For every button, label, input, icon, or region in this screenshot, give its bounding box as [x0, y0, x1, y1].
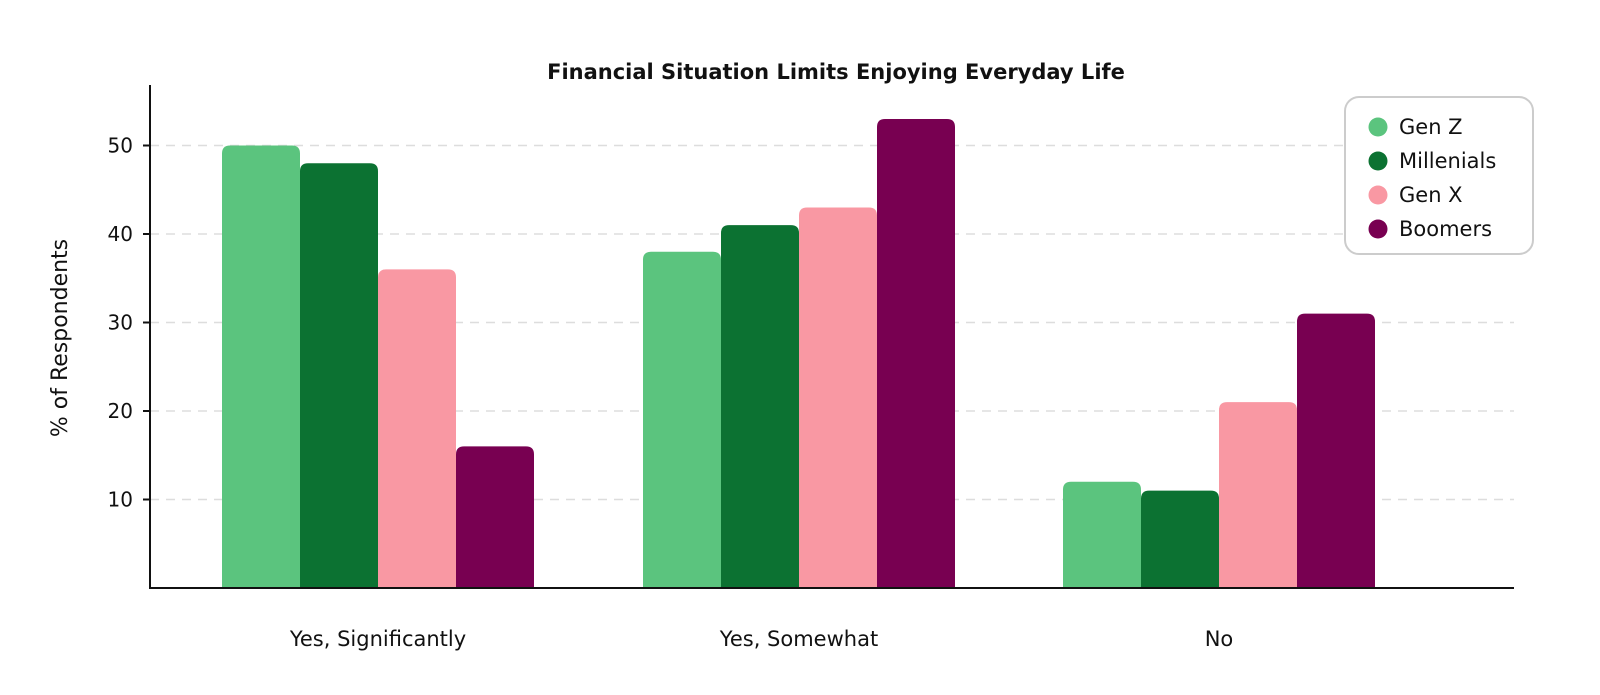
bar-gen-z-1	[643, 251, 721, 588]
bar-boomers-0	[456, 446, 534, 588]
bar-gen-x-2	[1219, 402, 1297, 588]
x-category-labels: Yes, Significantly Yes, Somewhat No	[289, 627, 1233, 651]
bar-boomers-2	[1297, 313, 1375, 588]
y-tick-labels: 10 20 30 40 50	[108, 134, 150, 512]
y-tick-label: 30	[108, 311, 133, 335]
legend-label: Gen X	[1399, 183, 1463, 207]
bar-gen-z-0	[222, 145, 300, 588]
bar-gen-z-2	[1063, 481, 1141, 588]
legend-marker-gen-z	[1368, 117, 1388, 137]
y-tick-label: 20	[108, 399, 133, 423]
bar-gen-x-1	[799, 207, 877, 588]
y-axis-title: % of Respondents	[48, 239, 73, 437]
x-category-label: No	[1205, 627, 1234, 651]
bar-gen-x-0	[378, 269, 456, 588]
y-tick-label: 10	[108, 488, 133, 512]
bars	[222, 118, 1375, 588]
x-category-label: Yes, Somewhat	[719, 627, 878, 651]
legend-label: Millenials	[1399, 149, 1496, 173]
bar-millenials-0	[300, 163, 378, 588]
legend: Gen Z Millenials Gen X Boomers	[1344, 96, 1534, 255]
legend-label: Gen Z	[1399, 115, 1463, 139]
x-category-label: Yes, Significantly	[289, 627, 466, 651]
y-tick-label: 50	[108, 134, 133, 158]
legend-label: Boomers	[1399, 217, 1492, 241]
legend-box	[1344, 96, 1534, 255]
chart-title: Financial Situation Limits Enjoying Ever…	[547, 60, 1125, 84]
axes	[149, 85, 1514, 589]
bar-millenials-2	[1141, 490, 1219, 588]
y-tick-label: 40	[108, 222, 133, 246]
bar-millenials-1	[721, 225, 799, 588]
legend-marker-gen-x	[1368, 185, 1388, 205]
legend-marker-boomers	[1368, 219, 1388, 239]
bar-boomers-1	[877, 118, 955, 588]
legend-marker-millenials	[1368, 151, 1388, 171]
